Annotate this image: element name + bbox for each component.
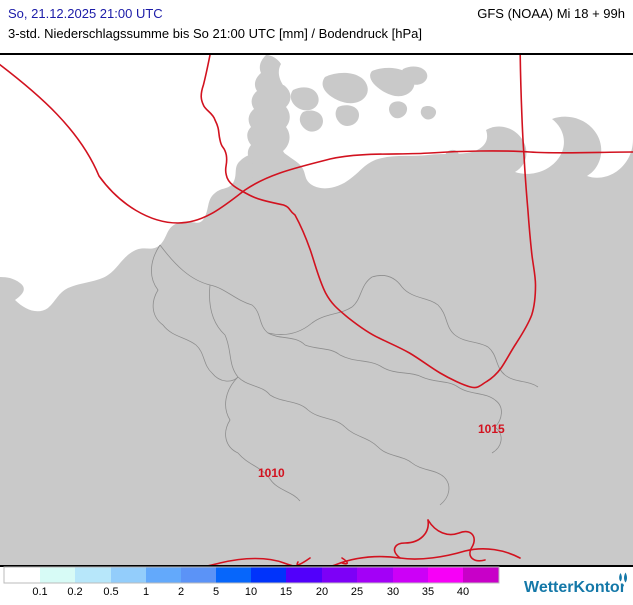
svg-text:0.5: 0.5 [103, 586, 118, 598]
svg-text:10: 10 [245, 586, 257, 598]
svg-text:35: 35 [422, 586, 434, 598]
svg-text:20: 20 [316, 586, 328, 598]
svg-text:30: 30 [387, 586, 399, 598]
svg-text:1010: 1010 [258, 466, 285, 480]
svg-text:WetterKontor: WetterKontor [524, 579, 624, 596]
svg-text:0.2: 0.2 [67, 586, 82, 598]
svg-text:1: 1 [143, 586, 149, 598]
svg-text:15: 15 [280, 586, 292, 598]
svg-text:40: 40 [457, 586, 469, 598]
svg-text:2: 2 [178, 586, 184, 598]
svg-text:1015: 1015 [478, 422, 505, 436]
svg-text:0.1: 0.1 [32, 586, 47, 598]
svg-text:25: 25 [351, 586, 363, 598]
svg-text:5: 5 [213, 586, 219, 598]
